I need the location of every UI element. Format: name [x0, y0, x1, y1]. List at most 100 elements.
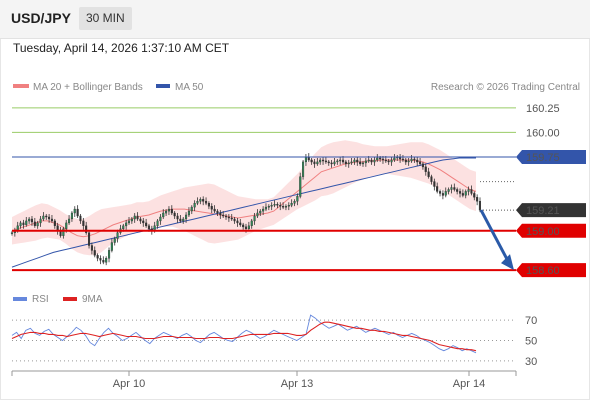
- candle-body: [156, 220, 159, 226]
- candle-body: [107, 250, 111, 259]
- candle: [364, 157, 367, 167]
- candle: [230, 214, 233, 221]
- candle: [28, 216, 31, 224]
- candle-body: [216, 210, 219, 214]
- candle-body: [444, 191, 447, 196]
- candle-body: [381, 158, 385, 161]
- candle-body: [361, 162, 365, 165]
- candle: [139, 216, 142, 224]
- candle-body: [316, 161, 319, 165]
- candle: [39, 216, 42, 227]
- candle-body: [384, 159, 387, 162]
- rsi-line: [11, 314, 477, 354]
- level-label-target: 158.60: [526, 265, 560, 277]
- timeframe-badge[interactable]: 30 MIN: [79, 7, 132, 30]
- candle: [276, 202, 279, 209]
- candle-body: [36, 222, 39, 227]
- candle-body: [364, 160, 367, 164]
- candle: [413, 157, 416, 163]
- candle-body: [90, 245, 93, 251]
- rsi-tick-label: 50: [525, 336, 537, 348]
- candle: [25, 216, 28, 227]
- candle: [390, 157, 393, 166]
- candle-body: [324, 160, 328, 163]
- candle-body: [339, 159, 342, 162]
- level-label-current: 159.21: [526, 205, 560, 217]
- candle: [253, 213, 256, 225]
- candle: [216, 209, 219, 216]
- candle-body: [430, 176, 433, 182]
- candle: [162, 209, 165, 219]
- x-axis-ticks: Apr 10 Apr 13 Apr 14: [113, 371, 485, 390]
- candle-body: [322, 159, 325, 162]
- candle-body: [105, 258, 108, 263]
- candle-body: [33, 221, 36, 226]
- candle: [173, 211, 176, 219]
- candle: [167, 206, 171, 216]
- credit-label: Research © 2026 Trading Central: [431, 82, 580, 93]
- timestamp: Tuesday, April 14, 2026 1:37:10 AM CET: [13, 41, 230, 55]
- candle: [427, 167, 430, 179]
- candle: [339, 157, 342, 165]
- chart-header: USD/JPY 30 MIN: [0, 0, 590, 39]
- x-tick-label: Apr 10: [113, 378, 145, 390]
- candle-body: [259, 210, 262, 214]
- candle: [273, 200, 276, 208]
- ma9-legend-swatch: [63, 297, 77, 301]
- candle-body: [127, 220, 131, 224]
- candle: [236, 217, 239, 227]
- candle: [419, 157, 422, 166]
- candle: [404, 157, 407, 165]
- candle: [159, 214, 162, 225]
- candle-body: [28, 218, 31, 222]
- candle: [210, 203, 213, 214]
- candle: [299, 172, 302, 199]
- candle-body: [224, 215, 228, 218]
- candle-body: [196, 200, 199, 204]
- candle-body: [267, 205, 270, 208]
- candle: [387, 158, 390, 165]
- candle-body: [436, 186, 439, 192]
- candle: [67, 215, 71, 225]
- candle-body: [19, 222, 22, 227]
- candle: [90, 242, 93, 255]
- candle: [290, 199, 293, 208]
- candle: [207, 201, 211, 210]
- candle: [156, 218, 159, 229]
- candle-body: [53, 220, 56, 226]
- candle-body: [48, 216, 51, 220]
- candle-body: [330, 162, 333, 165]
- candle-body: [242, 224, 245, 228]
- candle-body: [184, 214, 188, 220]
- candle: [296, 193, 299, 206]
- candle-body: [356, 159, 359, 163]
- price-levels: 160.25 160.00 159.75 159.21 159.00 158.60: [12, 103, 586, 278]
- candle: [102, 256, 105, 265]
- candle: [113, 236, 116, 246]
- candle-body: [421, 163, 425, 168]
- candle-body: [207, 202, 211, 207]
- rsi-ma9-line: [11, 321, 477, 352]
- candle: [467, 186, 470, 196]
- candle: [48, 214, 51, 223]
- candle-body: [85, 225, 88, 233]
- candle-body: [344, 161, 347, 165]
- candle: [319, 157, 322, 165]
- candle: [213, 205, 216, 214]
- candle: [99, 255, 102, 265]
- candle-body: [173, 212, 176, 217]
- candle: [242, 222, 245, 230]
- candle: [393, 154, 396, 162]
- candle-body: [347, 162, 350, 165]
- candle-body: [456, 189, 459, 192]
- candle: [85, 221, 88, 235]
- rsi-tick-label: 30: [525, 356, 537, 368]
- candle: [324, 157, 328, 164]
- candle-body: [99, 258, 102, 261]
- rsi-panel: 70 50 30: [11, 314, 537, 368]
- candle-body: [327, 161, 330, 164]
- candle-body: [213, 208, 216, 212]
- candle-body: [453, 187, 456, 190]
- candle: [333, 157, 336, 166]
